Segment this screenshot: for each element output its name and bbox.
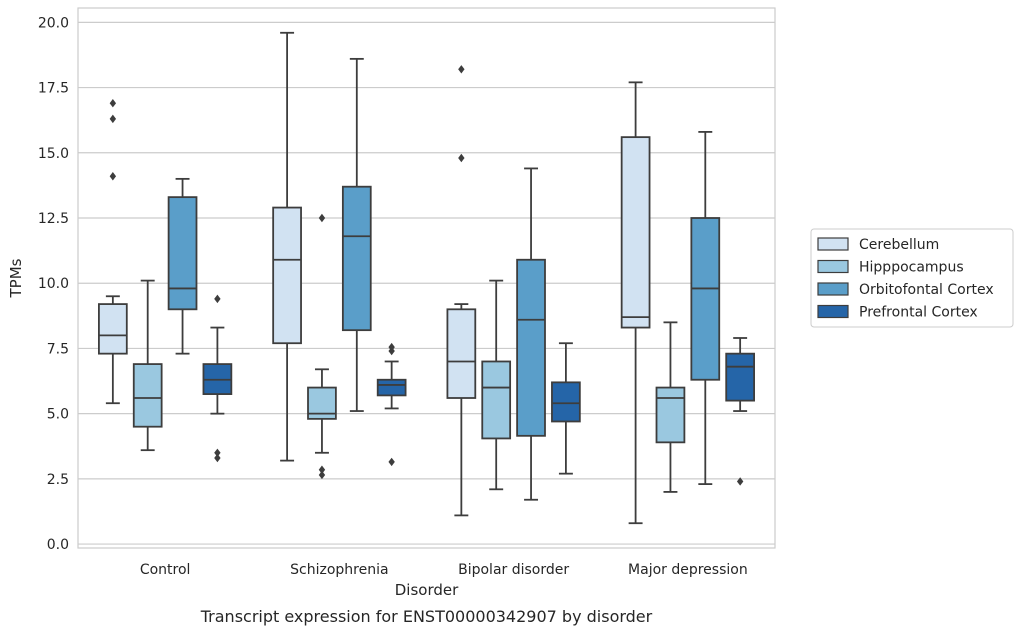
- outlier-point: [458, 65, 465, 74]
- box-iqr: [167, 196, 198, 311]
- outlier-point: [318, 470, 326, 480]
- y-tick-label: 7.5: [47, 341, 69, 357]
- box-iqr: [376, 378, 407, 397]
- chart-caption: Transcript expression for ENST0000034290…: [200, 607, 653, 626]
- box-prefrontal-cortex-2: [376, 342, 407, 467]
- plot-boxes: [98, 31, 755, 525]
- y-tick-label: 2.5: [47, 472, 69, 488]
- y-tick-label: 15.0: [38, 146, 69, 162]
- y-axis-title: TPMs: [7, 258, 25, 298]
- outlier-point: [214, 453, 221, 463]
- box-orbitofontal-cortex-3: [516, 167, 546, 501]
- outlier-point: [109, 114, 117, 124]
- box-cerebellum-4: [620, 81, 651, 525]
- y-tick-label: 5.0: [47, 407, 69, 423]
- box-orbitofontal-cortex-1: [167, 177, 198, 355]
- plot-area-frame: [77, 7, 776, 549]
- box-prefrontal-cortex-1: [202, 294, 233, 463]
- outlier-point: [736, 477, 744, 486]
- x-tick-label: Bipolar disorder: [458, 562, 569, 578]
- y-tick-label: 0.0: [47, 537, 69, 553]
- box-orbitofontal-cortex-2: [341, 57, 372, 412]
- y-tick-label: 10.0: [38, 276, 69, 292]
- legend: Cerebellum Hipppocampus Orbitofontal Corte…: [810, 228, 1014, 328]
- x-tick-label: Major depression: [628, 562, 748, 578]
- x-tick-label: Control: [140, 562, 191, 578]
- legend-swatch: [817, 237, 849, 251]
- box-iqr: [690, 217, 721, 381]
- legend-label: Cerebellum: [859, 237, 939, 253]
- box-orbitofontal-cortex-4: [690, 131, 721, 485]
- box-hipppocampus-3: [481, 279, 512, 491]
- box-iqr: [551, 381, 581, 423]
- box-iqr: [725, 352, 755, 402]
- y-tick-label: 20.0: [38, 15, 69, 31]
- box-hipppocampus-1: [132, 279, 163, 452]
- y-axis-ticks: 0.0 2.5 5.0 7.5 10.0 12.5 15.0 17.5 20.0: [38, 15, 69, 553]
- box-iqr: [481, 360, 512, 440]
- outlier-point: [318, 465, 326, 474]
- legend-frame: [810, 228, 1014, 328]
- box-hipppocampus-2: [307, 213, 337, 480]
- outlier-point: [214, 448, 221, 457]
- x-axis-title: Disorder: [395, 581, 459, 599]
- box-prefrontal-cortex-3: [551, 342, 581, 475]
- legend-label: Orbitofontal Cortex: [859, 282, 994, 298]
- legend-label: Hipppocampus: [859, 260, 964, 276]
- y-tick-label: 12.5: [38, 211, 69, 227]
- x-axis-ticks: Control Schizophrenia Bipolar disorder Majo…: [140, 562, 748, 578]
- outlier-point: [109, 172, 117, 181]
- legend-swatch: [817, 304, 849, 319]
- box-iqr: [132, 363, 163, 428]
- box-iqr: [655, 386, 686, 444]
- box-iqr: [446, 308, 477, 399]
- box-iqr: [516, 258, 546, 437]
- x-tick-label: Schizophrenia: [290, 562, 388, 578]
- outlier-point: [458, 153, 465, 163]
- box-iqr: [341, 185, 372, 332]
- outlier-point: [388, 457, 395, 467]
- box-cerebellum-1: [98, 99, 128, 405]
- box-hipppocampus-4: [655, 321, 686, 493]
- box-prefrontal-cortex-4: [725, 337, 755, 486]
- legend-swatch: [817, 282, 849, 296]
- box-iqr: [272, 206, 302, 345]
- outlier-point: [214, 294, 221, 304]
- legend-label: Prefrontal Cortex: [859, 305, 978, 321]
- box-cerebellum-3: [446, 65, 477, 517]
- outlier-point: [318, 213, 326, 223]
- box-cerebellum-2: [272, 31, 302, 462]
- outlier-point: [388, 342, 395, 352]
- y-tick-label: 17.5: [38, 81, 69, 97]
- box-iqr: [98, 303, 128, 355]
- legend-swatch: [817, 259, 849, 274]
- box-iqr: [620, 136, 651, 329]
- outlier-point: [109, 99, 117, 108]
